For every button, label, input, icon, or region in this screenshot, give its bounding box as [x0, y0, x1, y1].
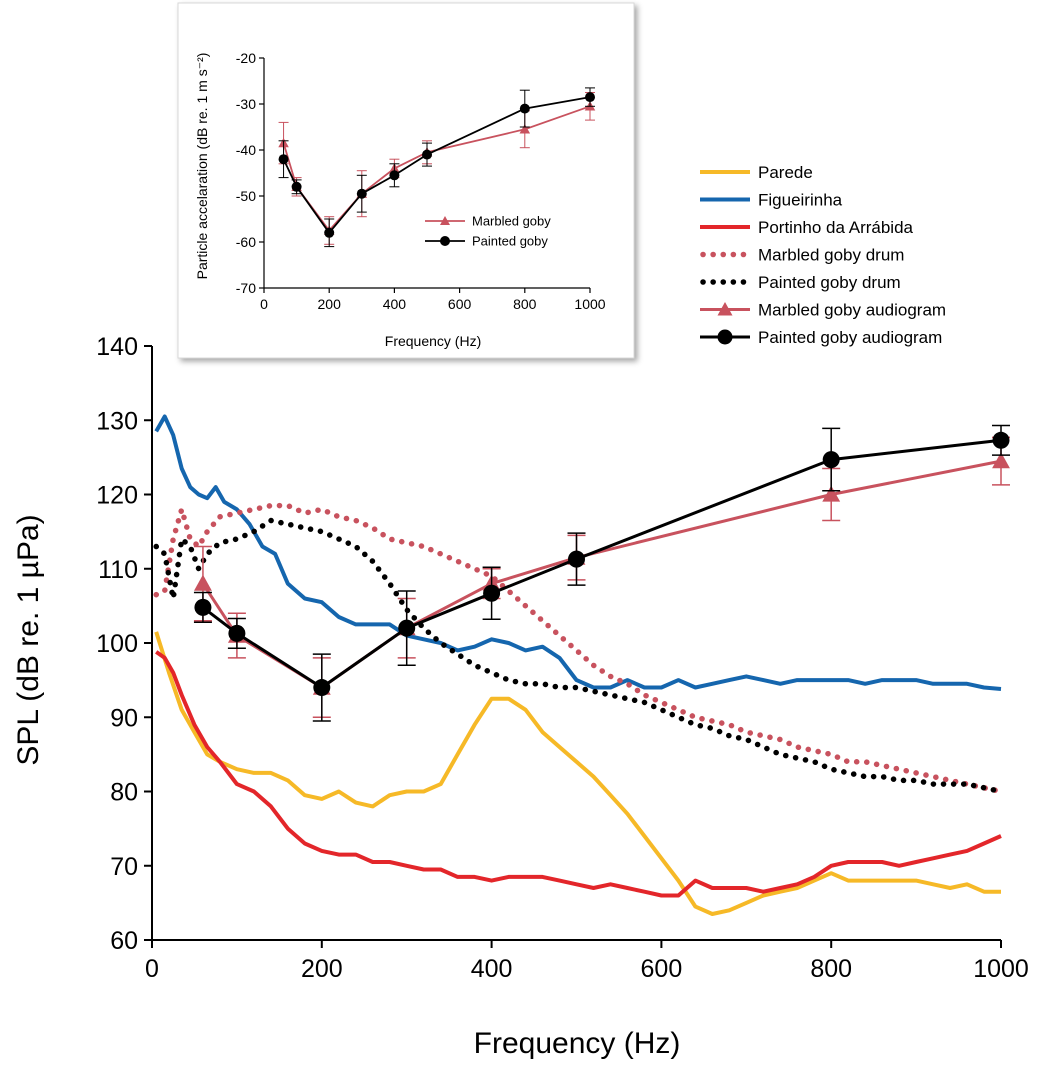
main-legend-label: Marbled goby drum: [758, 246, 904, 265]
main-x-axis-label: Frequency (Hz): [474, 1027, 681, 1060]
inset-y-tick-label: -70: [236, 280, 256, 296]
inset-point-painted-goby: [278, 154, 289, 165]
main-line-marbled-goby-drum: [153, 499, 1004, 795]
main-point-marbled-goby-audiogram: [822, 485, 841, 502]
main-x-tick-label: 200: [301, 955, 343, 983]
main-series-marbled-goby-audiogram: [193, 436, 1010, 718]
inset-point-painted-goby: [585, 92, 595, 103]
main-series-marbled-goby-drum: [153, 499, 1004, 795]
inset-legend-label: Marbled goby: [472, 214, 551, 229]
main-legend-label: Figueirinha: [758, 191, 843, 210]
main-point-painted-goby-audiogram: [822, 451, 840, 469]
inset-point-painted-goby: [356, 188, 367, 199]
inset-y-axis-label: Particle accelaration (dB re. 1 m s⁻²): [194, 53, 210, 280]
main-point-marbled-goby-audiogram: [194, 574, 212, 591]
inset-y-tick-label: -50: [236, 188, 256, 204]
inset-legend: Marbled goby Painted goby: [425, 214, 551, 249]
main-y-axis-label: SPL (dB re. 1 µPa): [12, 514, 45, 765]
main-y-tick-label: 90: [110, 704, 138, 732]
inset-x-tick-label: 200: [318, 296, 342, 312]
inset-x-ticks: 0 200 400 600 800 1000: [260, 288, 606, 312]
main-y-tick-label: 100: [96, 630, 138, 658]
inset-x-tick-label: 800: [513, 296, 537, 312]
main-x-tick-label: 600: [641, 955, 683, 983]
main-legend-label: Parede: [758, 163, 813, 182]
main-y-tick-label: 120: [96, 482, 138, 510]
inset-y-tick-label: -20: [236, 50, 256, 66]
inset-y-tick-label: -30: [236, 96, 256, 112]
main-y-tick-label: 140: [96, 333, 138, 361]
main-line-painted-goby-audiogram: [201, 438, 1002, 689]
inset-point-painted-goby: [519, 103, 530, 114]
inset-legend-item-marbled-goby: Marbled goby: [425, 214, 551, 229]
main-series-portinho-da-arr-bida: [155, 650, 1002, 898]
main-legend: Parede Figueirinha Portinho da Arrábida Mar…: [700, 163, 946, 347]
main-legend-item-figueirinha: Figueirinha: [700, 191, 843, 210]
main-point-painted-goby-audiogram: [194, 598, 212, 616]
main-point-marbled-goby-audiogram: [992, 452, 1010, 469]
main-y-tick-label: 130: [96, 407, 138, 435]
main-y-tick-label: 110: [98, 556, 138, 584]
main-legend-item-marbled-goby-drum: Marbled goby drum: [700, 246, 904, 265]
main-legend-marker: [717, 329, 733, 345]
inset-line-painted-goby: [282, 96, 591, 234]
main-x-tick-label: 0: [145, 955, 159, 983]
inset-series-painted-goby: [278, 87, 595, 248]
main-line-painted-goby-drum: [153, 517, 1004, 795]
main-point-painted-goby-audiogram: [313, 679, 331, 697]
inset-point-painted-goby: [422, 149, 432, 160]
inset-y-tick-label: -40: [236, 142, 256, 158]
main-point-painted-goby-audiogram: [992, 431, 1010, 449]
main-y-tick-label: 60: [110, 927, 138, 955]
main-legend-label: Painted goby drum: [758, 273, 901, 292]
inset-y-tick-label: -60: [236, 234, 256, 250]
main-legend-label: Portinho da Arrábida: [758, 218, 914, 237]
inset-point-painted-goby: [389, 170, 400, 181]
main-x-tick-label: 400: [471, 955, 513, 983]
main-line-portinho-da-arr-bida: [155, 650, 1002, 898]
main-series-painted-goby-audiogram: [193, 424, 1010, 722]
main-legend-item-painted-goby-drum: Painted goby drum: [700, 273, 901, 292]
inset-point-painted-goby: [324, 227, 335, 238]
inset-x-tick-label: 400: [383, 296, 407, 312]
inset-legend-marker: [440, 216, 450, 225]
inset-x-axis-label: Frequency (Hz): [385, 333, 481, 349]
main-legend-item-portinho-da-arr-bida: Portinho da Arrábida: [700, 218, 914, 237]
inset-series-layer: [278, 87, 596, 248]
inset-chart: 0 200 400 600 800 1000 -70 -60 -50 -40 -30 -20 Fre…: [177, 2, 635, 359]
main-series-parede: [154, 631, 1001, 916]
inset-panel: [177, 2, 635, 359]
main-legend-item-parede: Parede: [700, 163, 813, 182]
inset-x-tick-label: 1000: [574, 296, 605, 312]
inset-point-painted-goby: [291, 181, 302, 192]
main-legend-item-painted-goby-audiogram: Painted goby audiogram: [700, 328, 942, 347]
inset-x-tick-label: 600: [448, 296, 472, 312]
main-legend-label: Painted goby audiogram: [758, 328, 942, 347]
main-point-painted-goby-audiogram: [568, 550, 585, 568]
main-legend-marker: [717, 302, 733, 316]
main-x-ticks: 0 200 400 600 800 1000: [145, 940, 1029, 983]
inset-legend-marker: [440, 236, 450, 246]
inset-point-marbled-goby: [519, 124, 531, 134]
inset-x-tick-label: 0: [260, 296, 268, 312]
main-line-marbled-goby-audiogram: [201, 459, 1002, 689]
inset-legend-label: Painted goby: [472, 234, 548, 249]
main-line-parede: [154, 631, 1001, 916]
main-chart: 0 200 400 600 800 1000 60 70 80 90 100 110 120 130 14…: [12, 163, 1029, 1060]
main-series-layer: [153, 414, 1010, 916]
inset-legend-item-painted-goby: Painted goby: [425, 234, 548, 249]
main-legend-label: Marbled goby audiogram: [758, 301, 946, 320]
main-y-tick-label: 70: [110, 853, 138, 881]
main-x-tick-label: 1000: [973, 955, 1029, 983]
main-y-tick-label: 80: [110, 779, 138, 807]
inset-y-ticks: -70 -60 -50 -40 -30 -20: [236, 50, 264, 296]
main-series-painted-goby-drum: [153, 517, 1004, 795]
main-y-ticks: 60 70 80 90 100 110 120 130 140: [96, 333, 152, 955]
main-point-painted-goby-audiogram: [398, 619, 416, 637]
main-point-painted-goby-audiogram: [483, 584, 501, 602]
main-legend-item-marbled-goby-audiogram: Marbled goby audiogram: [700, 301, 946, 320]
main-x-tick-label: 800: [810, 955, 852, 983]
main-point-painted-goby-audiogram: [228, 624, 246, 642]
